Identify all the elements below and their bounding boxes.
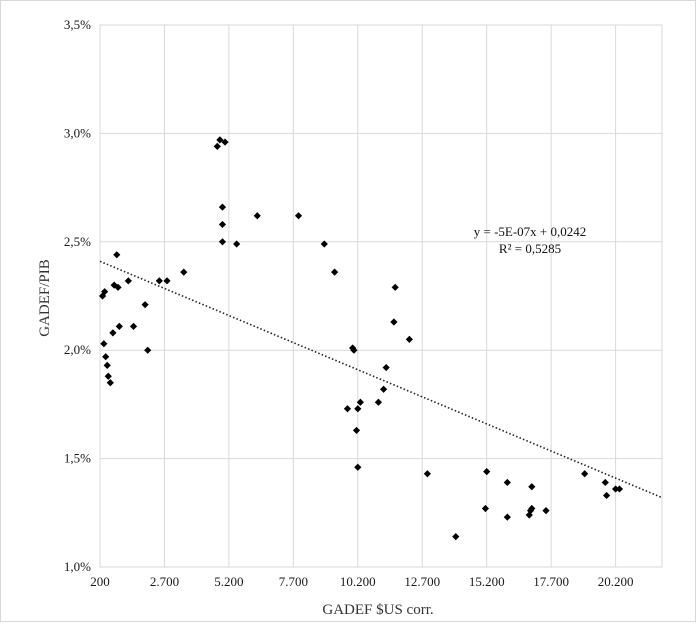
x-tick-label: 2.700 [150,574,179,589]
data-point [129,322,138,330]
data-point [213,142,221,151]
y-tick-label: 2,0% [64,342,91,357]
x-tick-label: 200 [90,574,110,589]
y-axis-ticks: 1,0% 1,5% 2,0% 2,5% 3,0% 3,5% [64,17,91,574]
data-point [405,335,413,343]
data-point [481,504,490,513]
x-axis-ticks: 200 2.700 5.200 7.700 10.200 12.700 15.200 17.7… [90,574,633,589]
data-point [343,405,352,413]
data-point [115,322,123,330]
data-point [218,203,227,211]
data-point [423,470,432,478]
data-point [320,240,328,248]
trendline-equation: y = -5E-07x + 0,0242 [474,224,587,239]
data-point [155,277,163,285]
data-point [106,379,114,387]
data-point [103,361,111,369]
data-point [352,426,361,435]
data-point [354,405,362,413]
x-axis-title: GADEF $US corr. [322,602,433,618]
y-axis-title: GADEF/PIB [37,259,53,337]
grid-lines [99,24,662,568]
data-point [294,212,303,220]
y-tick-label: 1,0% [64,559,91,574]
data-point [391,283,399,291]
data-point [503,478,511,487]
data-point [144,346,152,354]
y-tick-label: 1,5% [64,451,91,466]
x-tick-label: 12.700 [404,574,440,589]
data-point [615,485,624,493]
data-point [503,513,511,521]
data-point [253,212,261,220]
data-point [218,220,227,229]
data-point [379,385,388,393]
data-point [233,240,241,248]
data-point [452,533,460,541]
data-point [374,398,383,406]
x-tick-label: 5.200 [214,574,243,589]
data-point [611,485,620,493]
trendline-r-squared: R² = 0,5285 [499,241,561,256]
data-point [602,491,611,500]
data-point [110,281,118,289]
trendline [99,260,663,499]
data-point [483,468,491,476]
data-point [104,372,112,380]
x-tick-label: 15.200 [469,574,505,589]
data-point [163,277,171,285]
data-point [350,346,358,354]
y-tick-label: 3,5% [64,17,91,32]
plot-area-border [99,24,663,568]
data-point [221,138,229,146]
data-point [356,398,364,406]
data-point [581,470,589,478]
data-point [113,251,121,259]
data-point [124,277,132,285]
data-point [390,318,398,326]
data-point [382,363,390,372]
x-tick-label: 10.200 [340,574,376,589]
data-point [216,136,224,144]
trendline-path [99,260,663,499]
data-point [330,268,339,276]
data-point [100,340,108,348]
data-point [102,353,110,361]
data-point [109,329,117,337]
x-tick-label: 20.200 [598,574,634,589]
data-point [101,288,109,296]
y-tick-label: 2,5% [64,234,91,249]
data-point [180,268,188,276]
data-point [542,507,550,515]
data-point [218,238,227,246]
y-tick-label: 3,0% [64,125,91,140]
data-point [601,478,609,487]
x-tick-label: 17.700 [533,574,569,589]
data-point [354,463,362,471]
data-point [528,483,536,491]
data-point [141,301,149,309]
data-point [114,283,122,291]
x-tick-label: 7.700 [279,574,308,589]
data-points [98,136,624,541]
data-point [528,504,536,513]
